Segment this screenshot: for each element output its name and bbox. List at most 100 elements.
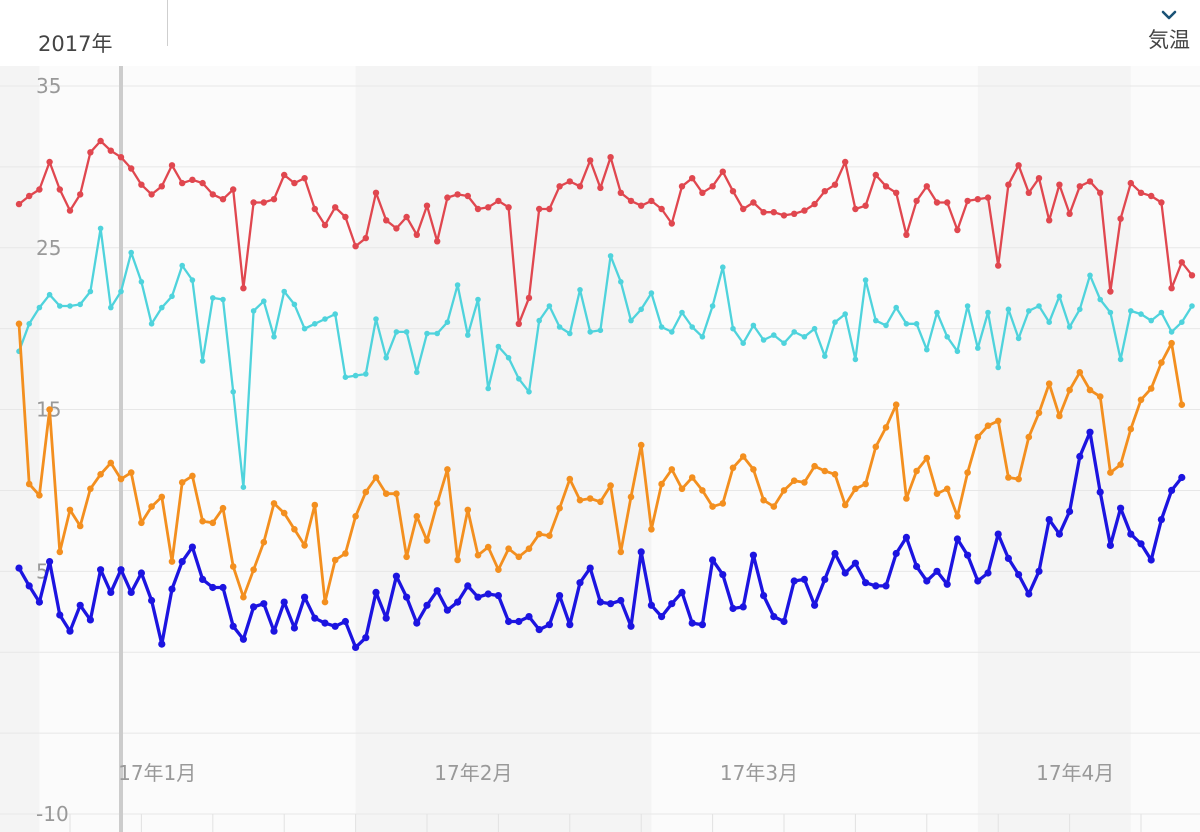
data-point	[699, 487, 706, 494]
data-point	[1117, 461, 1124, 468]
data-point	[923, 454, 931, 462]
data-point	[372, 588, 380, 597]
data-point	[423, 537, 431, 544]
data-point	[954, 348, 961, 355]
data-point	[331, 622, 339, 630]
y-tick-label: 25	[36, 236, 61, 260]
data-point	[750, 199, 757, 206]
data-point	[301, 325, 308, 332]
data-point	[454, 282, 461, 288]
data-point	[1035, 175, 1043, 182]
data-point	[576, 579, 584, 587]
data-point	[730, 325, 736, 332]
data-point	[464, 192, 471, 200]
data-point	[729, 464, 737, 472]
data-point	[189, 277, 196, 283]
data-point	[821, 467, 829, 475]
data-point	[433, 500, 441, 507]
data-point	[178, 558, 186, 566]
data-point	[781, 340, 787, 347]
data-point	[1077, 306, 1083, 313]
data-point	[1107, 309, 1114, 316]
data-point	[1127, 179, 1135, 187]
data-point	[923, 183, 930, 190]
data-point	[209, 583, 217, 592]
data-point	[158, 183, 165, 190]
data-point	[454, 191, 461, 198]
data-point	[628, 317, 634, 324]
data-point	[403, 213, 410, 221]
data-point	[525, 545, 533, 552]
data-point	[301, 593, 309, 601]
data-point	[117, 566, 125, 574]
data-point	[1096, 393, 1104, 400]
data-point	[291, 301, 298, 308]
data-point	[199, 358, 206, 364]
data-point	[617, 596, 625, 605]
data-point	[1015, 335, 1022, 342]
data-point	[933, 490, 941, 498]
data-point	[729, 188, 737, 195]
data-point	[637, 441, 645, 449]
data-point	[800, 575, 809, 583]
data-point	[760, 496, 767, 504]
data-point	[913, 467, 920, 475]
data-point	[495, 566, 502, 573]
data-point	[841, 501, 849, 509]
data-point	[688, 474, 696, 481]
data-point	[1056, 412, 1063, 420]
data-point	[1158, 309, 1165, 316]
data-point	[26, 192, 33, 200]
data-point	[382, 490, 390, 498]
data-point	[352, 243, 359, 250]
data-point	[893, 304, 899, 311]
data-point	[423, 601, 431, 609]
data-point	[597, 184, 604, 192]
data-point	[975, 345, 981, 351]
data-point	[392, 572, 400, 580]
data-point	[261, 298, 267, 304]
data-point	[964, 197, 971, 205]
data-point	[974, 196, 981, 203]
data-point	[1157, 516, 1165, 524]
data-point	[811, 462, 818, 470]
metric-selector[interactable]: 気温	[1148, 10, 1190, 54]
data-point	[311, 205, 318, 213]
data-point	[851, 559, 860, 567]
data-point	[618, 279, 624, 285]
data-point	[260, 600, 268, 608]
data-point	[230, 389, 236, 395]
data-point	[331, 556, 339, 564]
data-point	[821, 575, 829, 583]
data-point	[321, 221, 329, 229]
data-point	[852, 205, 859, 213]
data-point	[128, 249, 134, 256]
data-point	[56, 611, 64, 619]
data-point	[933, 199, 941, 206]
data-point	[423, 202, 431, 209]
data-point	[943, 485, 951, 493]
data-point	[484, 590, 492, 598]
data-point	[321, 598, 329, 606]
data-point	[230, 186, 237, 193]
data-point	[1138, 311, 1144, 317]
data-point	[515, 553, 523, 561]
data-point	[709, 556, 717, 564]
y-tick-label: 35	[36, 74, 61, 98]
data-point	[597, 498, 604, 506]
data-point	[260, 199, 267, 206]
data-point	[393, 490, 400, 498]
data-point	[658, 324, 665, 330]
data-point	[1148, 317, 1154, 324]
data-point	[168, 162, 176, 169]
data-point	[220, 296, 226, 303]
data-point	[372, 474, 380, 481]
data-point	[199, 179, 206, 187]
data-point	[862, 579, 870, 587]
data-point	[974, 577, 982, 585]
data-point	[250, 199, 257, 206]
data-point	[1168, 486, 1176, 494]
data-point	[576, 183, 584, 190]
data-point	[1046, 319, 1052, 325]
data-point	[1117, 356, 1124, 363]
